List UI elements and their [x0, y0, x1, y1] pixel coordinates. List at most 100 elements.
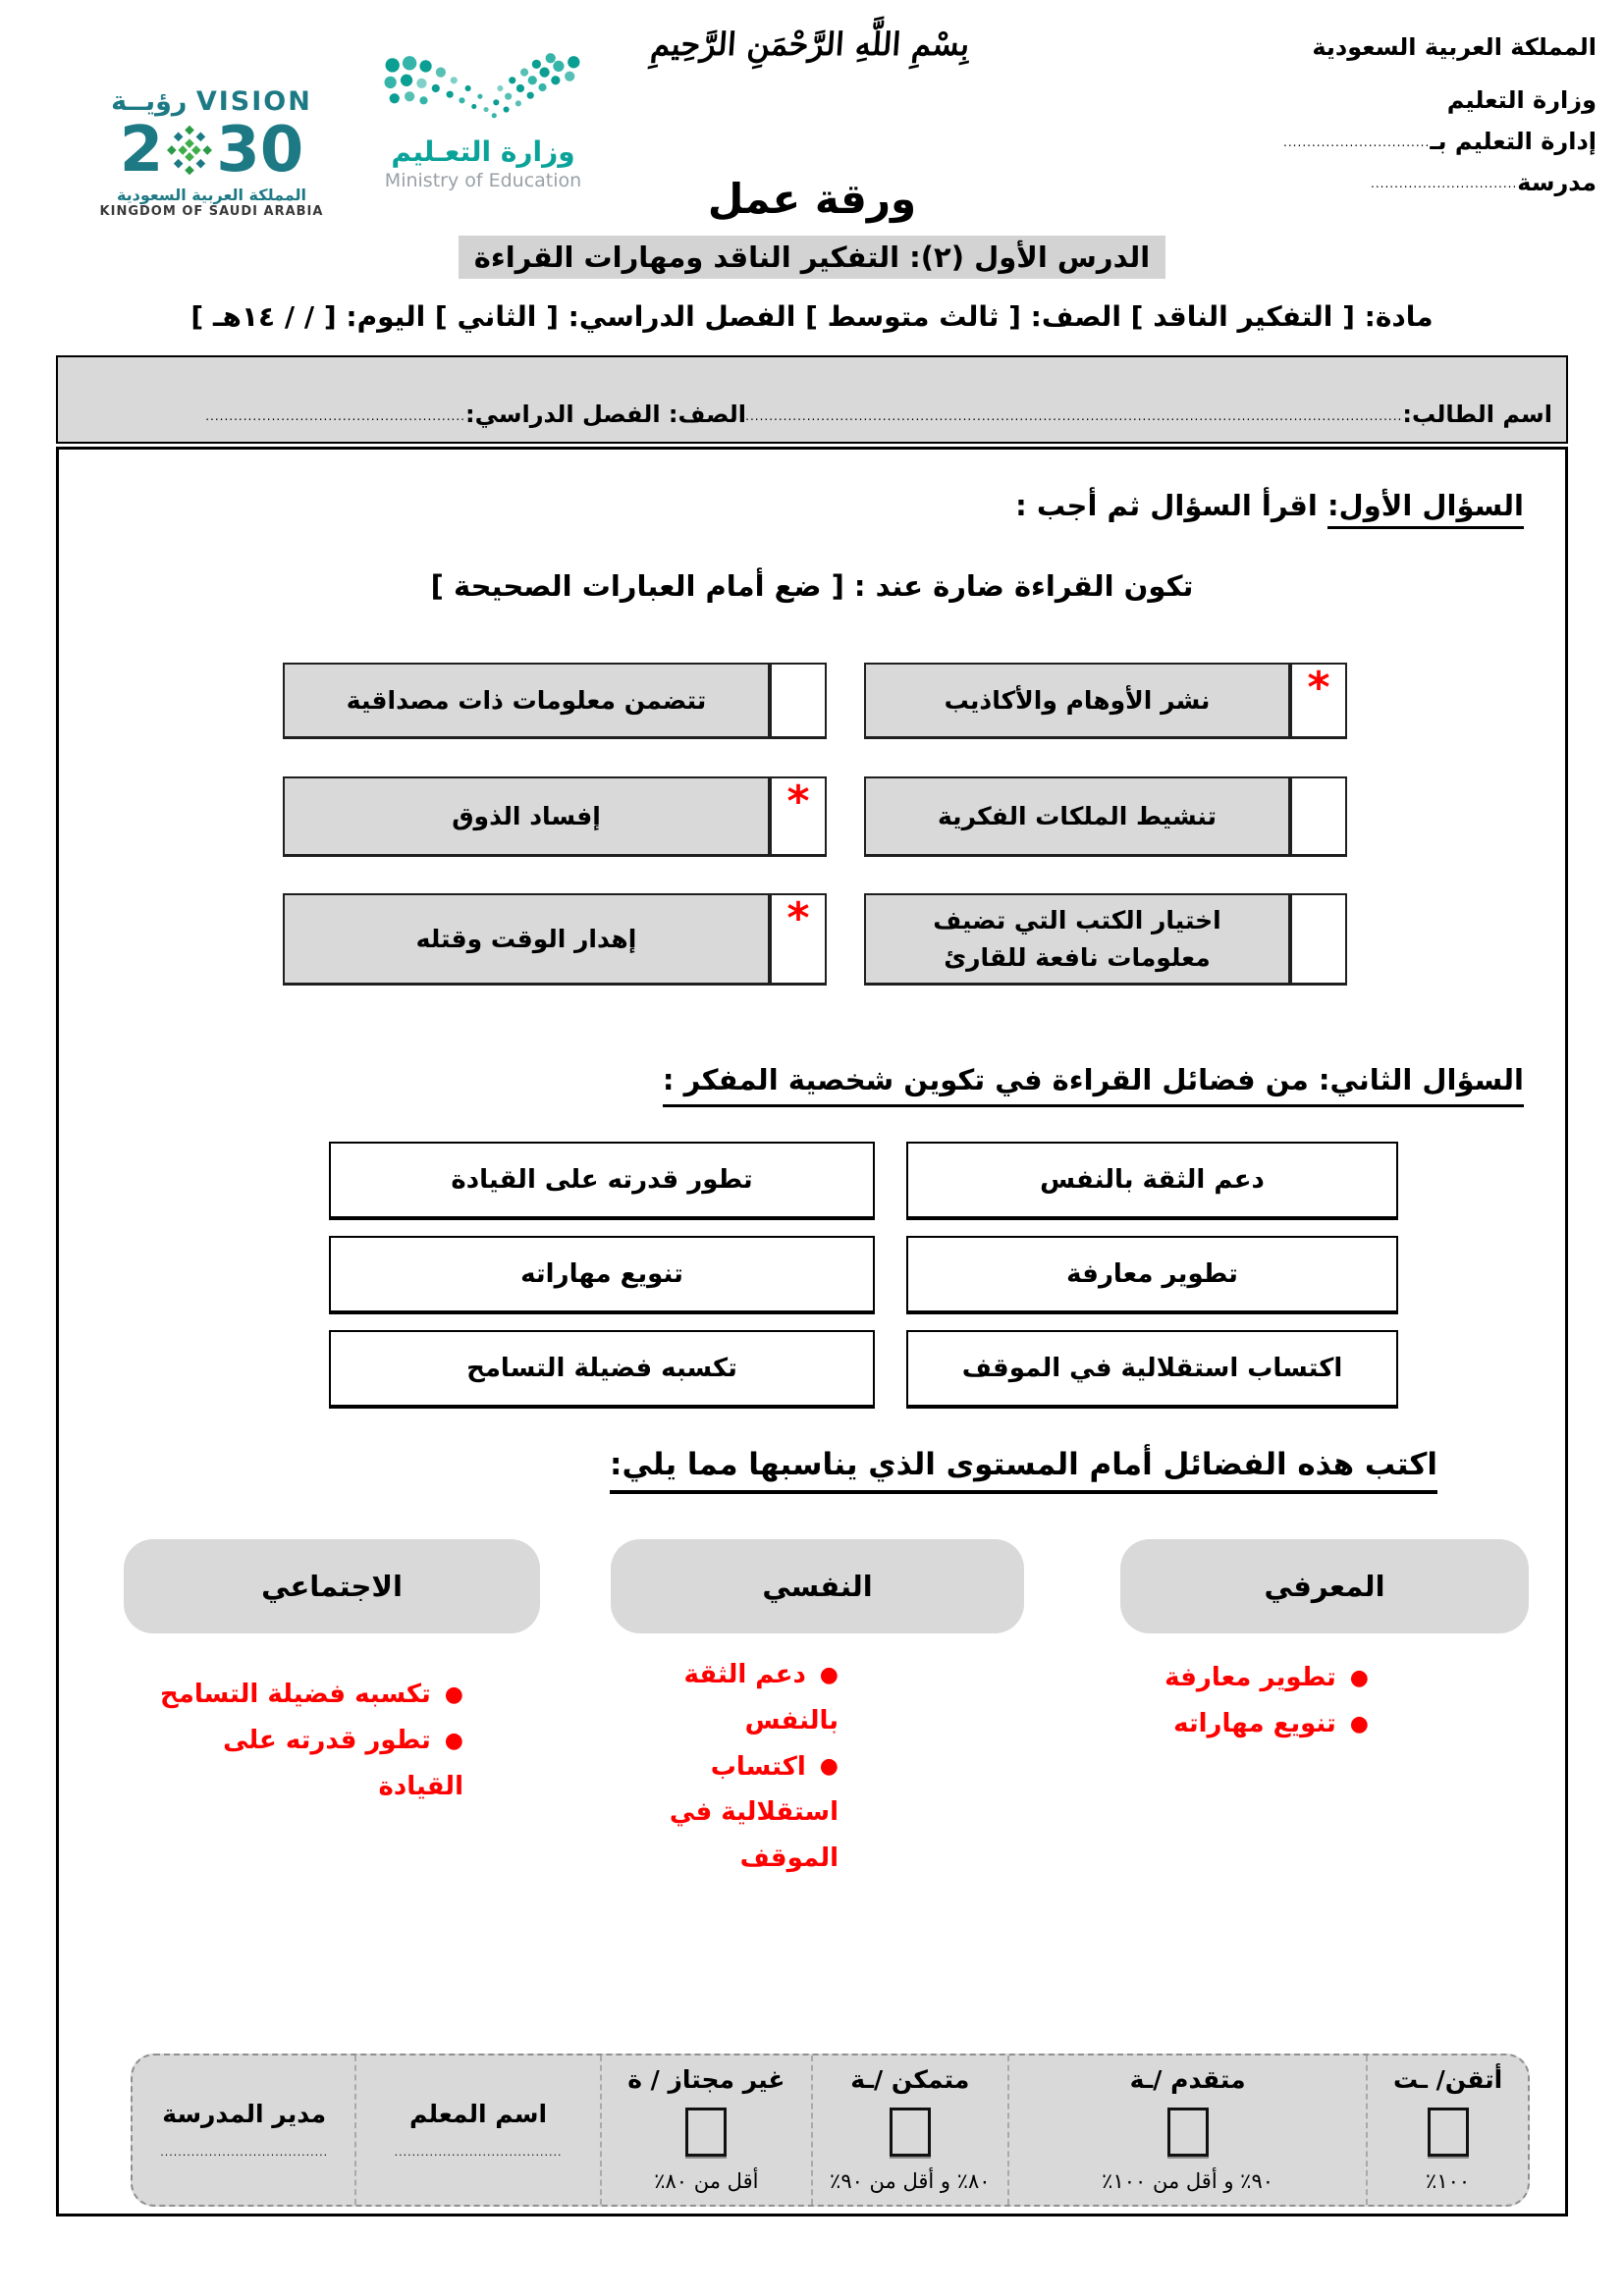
- vision-2030-year: 2: [67, 119, 356, 182]
- assessment-col-advanced: متقدم /ـة ٩٠٪ و أقل من ١٠٠٪: [1006, 2056, 1366, 2205]
- q1-row: تنشيط الملكات الفكرية * إفساد الذوق: [283, 776, 1347, 857]
- class-semester-label: الصف: الفصل الدراسي:: [465, 400, 746, 428]
- q1-answer-checkbox[interactable]: *: [1290, 663, 1347, 739]
- bullet-icon: ●: [819, 1662, 839, 1687]
- assessment-label: اسم المعلم: [408, 2100, 548, 2128]
- subject-meta-line: مادة: [ التفكير الناقد ] الصف: [ ثالث مت…: [190, 300, 1434, 333]
- answer-text: دعم الثقة بالنفس: [683, 1660, 839, 1735]
- q2-virtue-card: اكتساب استقلالية في الموقف: [906, 1330, 1398, 1409]
- worksheet-body: السؤال الأول: اقرأ السؤال ثم أجب : تكون …: [56, 447, 1568, 2216]
- vision-2030-logo: رؤيــة VISION 2: [67, 86, 356, 219]
- assessment-col-proficient: متمكن /ـة ٨٠٪ و أقل من ٩٠٪: [810, 2056, 1007, 2205]
- q2-row: اكتساب استقلالية في الموقف تكسبه فضيلة ا…: [329, 1330, 1398, 1409]
- student-info-band: اسم الطالب: ............................…: [56, 355, 1568, 444]
- answer-line: ●تطور قدرته على القيادة: [130, 1718, 463, 1810]
- vision-kingdom-en: KINGDOM OF SAUDI ARABIA: [99, 204, 324, 219]
- question1-heading-rest: اقرأ السؤال ثم أجب :: [1015, 489, 1327, 522]
- category-header-psychological: النفسي: [611, 1539, 1024, 1633]
- assessment-range: ٩٠٪ و أقل من ١٠٠٪: [1102, 2169, 1273, 2193]
- assessment-checkbox[interactable]: [685, 2107, 728, 2157]
- school-label: مدرسة: [1517, 169, 1597, 196]
- student-name-field[interactable]: ........................................…: [746, 409, 1403, 423]
- assessment-range: أقل من ٨٠٪: [654, 2169, 759, 2193]
- q2-row: دعم الثقة بالنفس تطور قدرته على القيادة: [329, 1142, 1398, 1220]
- answer-text: تنويع مهاراته: [1173, 1708, 1336, 1738]
- category-answers-social: ●تكسبه فضيلة التسامح ●تطور قدرته على الق…: [130, 1672, 463, 1809]
- question2-label: السؤال الثاني:: [1318, 1063, 1524, 1096]
- assessment-table: أتقن/ ـت ١٠٠٪ متقدم /ـة ٩٠٪ و أقل من ١٠٠…: [131, 2054, 1530, 2207]
- answer-line: ●دعم الثقة بالنفس: [593, 1652, 839, 1744]
- vision-kingdom-ar: المملكة العربية السعودية: [116, 186, 307, 204]
- q1-row: * نشر الأوهام والأكاذيب تتضمن معلومات ذا…: [283, 663, 1347, 739]
- assessment-col-not-passed: غير مجتاز / ة أقل من ٨٠٪: [600, 2056, 811, 2205]
- assessment-label: متمكن /ـة: [850, 2065, 970, 2094]
- edu-admin-blank-field[interactable]: ....................................: [1282, 135, 1431, 149]
- class-semester-field[interactable]: ........................................…: [205, 409, 465, 423]
- vision-digit-30: 30: [216, 114, 304, 187]
- lesson-title-wrap: الدرس الأول (٢): التفكير الناقد ومهارات …: [0, 236, 1624, 279]
- q1-statement-item: * إفساد الذوق: [283, 776, 827, 857]
- q2-virtue-card: تطور قدرته على القيادة: [329, 1142, 875, 1220]
- assessment-label: مدير المدرسة: [162, 2100, 327, 2128]
- school-line: مدرسة...................................…: [1086, 169, 1597, 196]
- q1-statement-text: اختيار الكتب التي تضيف معلومات نافعة للق…: [864, 893, 1290, 986]
- school-blank-field[interactable]: ....................................: [1370, 177, 1518, 190]
- q1-statement-text: نشر الأوهام والأكاذيب: [864, 663, 1290, 739]
- correct-mark: *: [1307, 663, 1330, 713]
- answer-line: ● تكسبه فضيلة التسامح: [130, 1672, 463, 1718]
- lesson-title: الدرس الأول (٢): التفكير الناقد ومهارات …: [458, 236, 1166, 279]
- assessment-checkbox[interactable]: [889, 2107, 931, 2157]
- bullet-icon: ●: [819, 1754, 839, 1780]
- bullet-icon: ●: [1349, 1711, 1369, 1736]
- teacher-signature-field[interactable]: ......................................: [394, 2146, 563, 2159]
- category-header-social: الاجتماعي: [124, 1539, 540, 1633]
- q1-row: اختيار الكتب التي تضيف معلومات نافعة للق…: [283, 893, 1347, 986]
- assessment-checkbox[interactable]: [1166, 2107, 1209, 2157]
- answer-line: ● تنويع مهاراته: [1045, 1701, 1369, 1747]
- q1-statement-text: تتضمن معلومات ذات مصداقية: [283, 663, 770, 739]
- q1-answer-checkbox[interactable]: *: [770, 893, 827, 986]
- answer-line: ●اكتساب استقلالية في الموقف: [593, 1744, 839, 1882]
- bullet-icon: ●: [444, 1682, 463, 1707]
- assessment-col-principal: مدير المدرسة ...........................…: [134, 2056, 354, 2205]
- q1-statement-text: إفساد الذوق: [283, 776, 770, 857]
- moe-dots-icon: [384, 53, 580, 119]
- q1-statement-text: إهدار الوقت وقتله: [283, 893, 770, 986]
- assessment-range: ٨٠٪ و أقل من ٩٠٪: [830, 2169, 991, 2193]
- correct-mark: *: [786, 776, 810, 827]
- q1-statement-text: تنشيط الملكات الفكرية: [864, 776, 1290, 857]
- assessment-checkbox[interactable]: [1427, 2107, 1469, 2157]
- edu-admin-line: إدارة التعليم بـ........................…: [1086, 128, 1597, 155]
- q1-answer-checkbox[interactable]: [770, 663, 827, 739]
- answer-text: اكتساب استقلالية في الموقف: [669, 1751, 839, 1874]
- question2-heading: السؤال الثاني: من فضائل القراءة في تكوين…: [662, 1063, 1524, 1107]
- bullet-icon: ●: [444, 1728, 463, 1753]
- assessment-label: متقدم /ـة: [1129, 2065, 1246, 2094]
- page-title: ورقة عمل: [707, 175, 917, 223]
- bullet-icon: ●: [1349, 1665, 1369, 1690]
- classification-instruction: اكتب هذه الفضائل أمام المستوى الذي يناسب…: [610, 1447, 1437, 1494]
- question1-heading: السؤال الأول: اقرأ السؤال ثم أجب :: [1015, 489, 1524, 529]
- q2-virtue-card: تطوير معارفة: [906, 1236, 1398, 1314]
- q1-answer-checkbox[interactable]: [1290, 776, 1347, 857]
- q1-answer-checkbox[interactable]: *: [770, 776, 827, 857]
- assessment-range: ١٠٠٪: [1426, 2169, 1471, 2193]
- vision-digit-2: 2: [119, 114, 164, 187]
- q1-statement-item: اختيار الكتب التي تضيف معلومات نافعة للق…: [864, 893, 1347, 986]
- q1-answer-checkbox[interactable]: [1290, 893, 1347, 986]
- answer-text: تطوير معارفة: [1164, 1663, 1336, 1692]
- bismillah-calligraphy: بِسْمِ اللَّهِ الرَّحْمَنِ الرَّحِيمِ: [649, 26, 971, 63]
- principal-signature-field[interactable]: ......................................: [160, 2146, 329, 2159]
- q2-virtue-card: دعم الثقة بالنفس: [906, 1142, 1398, 1220]
- letterhead: المملكة العربية السعودية وزارة التعليم إ…: [1086, 33, 1597, 210]
- category-header-cognitive: المعرفي: [1120, 1539, 1529, 1633]
- assessment-label: أتقن/ ـت: [1392, 2065, 1503, 2094]
- category-answers-cognitive: ● تطوير معارفة ● تنويع مهاراته: [1045, 1655, 1369, 1747]
- student-name-label: اسم الطالب:: [1402, 400, 1552, 428]
- question1-label: السؤال الأول:: [1326, 489, 1524, 529]
- assessment-col-teacher: اسم المعلم .............................…: [353, 2056, 600, 2205]
- vision-wordmark: رؤيــة VISION: [111, 86, 312, 117]
- question1-subheading: تكون القراءة ضارة عند : [ ضع أمام العبار…: [430, 569, 1194, 603]
- category-answers-psychological: ●دعم الثقة بالنفس ●اكتساب استقلالية في ا…: [593, 1652, 839, 1882]
